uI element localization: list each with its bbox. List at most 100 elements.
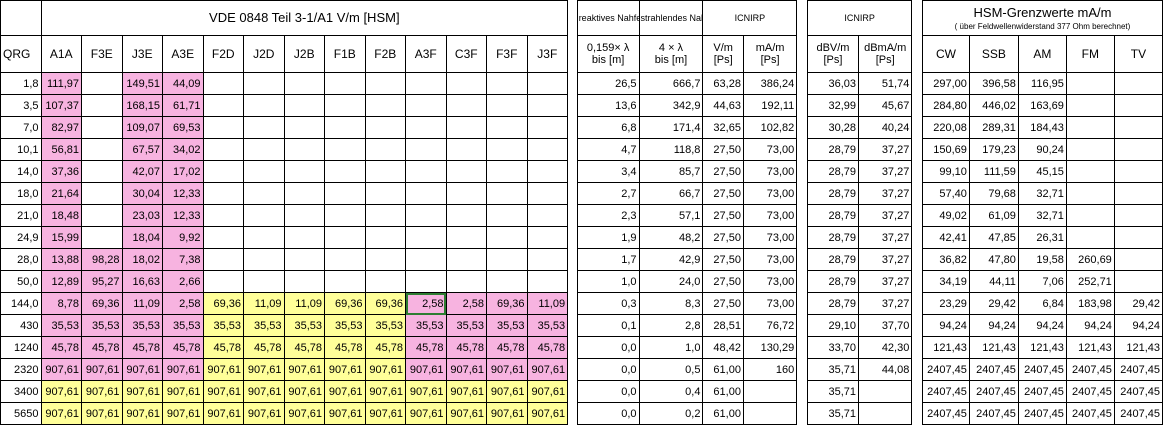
mode-value-cell[interactable]: 45,78: [202, 336, 244, 359]
mode-value-cell[interactable]: [202, 72, 244, 95]
icnirp-vm-cell[interactable]: 27,50: [702, 138, 744, 161]
icnirp-dbmam-cell[interactable]: [858, 402, 913, 425]
mode-value-cell[interactable]: [243, 116, 285, 139]
mode-value-cell[interactable]: 13,88: [40, 248, 82, 271]
mode-value-cell[interactable]: 907,61: [405, 402, 447, 425]
hsm-value-cell[interactable]: 34,19: [922, 270, 970, 293]
qrg-cell[interactable]: 18,0: [0, 182, 42, 205]
mode-value-cell[interactable]: [243, 248, 285, 271]
mode-value-cell[interactable]: 9,92: [162, 226, 204, 249]
icnirp-dbmam-cell[interactable]: 37,27: [858, 226, 913, 249]
hsm-value-cell[interactable]: 2407,45: [1065, 402, 1115, 425]
mode-value-cell[interactable]: [526, 94, 569, 117]
qrg-cell[interactable]: 14,0: [0, 160, 42, 183]
icnirp-vm-cell[interactable]: 27,50: [702, 292, 744, 315]
strahlend-cell[interactable]: 42,9: [638, 248, 704, 271]
mode-value-cell[interactable]: [445, 138, 487, 161]
icnirp-dbmam-cell[interactable]: 40,24: [858, 116, 913, 139]
mode-value-cell[interactable]: 907,61: [243, 358, 285, 381]
qrg-cell[interactable]: 50,0: [0, 270, 42, 293]
strahlend-cell[interactable]: 48,2: [638, 226, 704, 249]
hsm-value-cell[interactable]: 2407,45: [1017, 402, 1067, 425]
mode-value-cell[interactable]: 34,02: [162, 138, 204, 161]
mode-value-cell[interactable]: [364, 204, 406, 227]
mode-value-cell[interactable]: [81, 116, 123, 139]
mode-value-cell[interactable]: 98,28: [81, 248, 123, 271]
hsm-value-cell[interactable]: 2407,45: [1017, 380, 1067, 403]
hsm-value-cell[interactable]: 297,00: [922, 72, 970, 95]
mode-value-cell[interactable]: 11,09: [283, 292, 325, 315]
icnirp-dbvm-cell[interactable]: 28,79: [806, 248, 860, 271]
strahlend-cell[interactable]: 1,0: [638, 336, 704, 359]
mode-value-cell[interactable]: 907,61: [526, 380, 569, 403]
mode-value-cell[interactable]: 44,09: [162, 72, 204, 95]
icnirp-dbmam-cell[interactable]: 37,27: [858, 160, 913, 183]
mode-value-cell[interactable]: 12,33: [162, 182, 204, 205]
strahlend-cell[interactable]: 171,4: [638, 116, 704, 139]
hsm-value-cell[interactable]: 90,24: [1017, 138, 1067, 161]
reaktiv-cell[interactable]: 4,7: [576, 138, 640, 161]
icnirp-dbvm-cell[interactable]: 35,71: [806, 402, 860, 425]
mode-value-cell[interactable]: [364, 138, 406, 161]
mode-value-cell[interactable]: [283, 204, 325, 227]
hsm-value-cell[interactable]: 2407,45: [922, 380, 970, 403]
icnirp-vm-cell[interactable]: 32,65: [702, 116, 744, 139]
mode-value-cell[interactable]: 7,38: [162, 248, 204, 271]
mode-value-cell[interactable]: [405, 270, 447, 293]
mode-value-cell[interactable]: 45,78: [445, 336, 487, 359]
mode-value-cell[interactable]: [526, 138, 569, 161]
icnirp-dbvm-cell[interactable]: 35,71: [806, 358, 860, 381]
icnirp-dbvm-cell[interactable]: 30,28: [806, 116, 860, 139]
qrg-cell[interactable]: 144,0: [0, 292, 42, 315]
mode-value-cell[interactable]: 2,58: [405, 292, 447, 315]
icnirp-dbmam-cell[interactable]: 37,27: [858, 138, 913, 161]
hsm-value-cell[interactable]: 150,69: [922, 138, 970, 161]
reaktiv-cell[interactable]: 6,8: [576, 116, 640, 139]
icnirp-dbmam-cell[interactable]: [858, 380, 913, 403]
mode-value-cell[interactable]: [526, 116, 569, 139]
mode-value-cell[interactable]: [486, 116, 528, 139]
qrg-cell[interactable]: 24,9: [0, 226, 42, 249]
mode-value-cell[interactable]: 82,97: [40, 116, 82, 139]
mode-value-cell[interactable]: 907,61: [364, 358, 406, 381]
mode-value-cell[interactable]: [81, 72, 123, 95]
hsm-value-cell[interactable]: [1065, 72, 1115, 95]
reaktiv-cell[interactable]: 26,5: [576, 72, 640, 95]
mode-value-cell[interactable]: 35,53: [202, 314, 244, 337]
icnirp-vm-cell[interactable]: 61,00: [702, 380, 744, 403]
hsm-value-cell[interactable]: 94,24: [968, 314, 1019, 337]
mode-value-cell[interactable]: 61,71: [162, 94, 204, 117]
mode-value-cell[interactable]: [243, 270, 285, 293]
icnirp-dbvm-cell[interactable]: 28,79: [806, 182, 860, 205]
icnirp-dbmam-cell[interactable]: 37,27: [858, 292, 913, 315]
icnirp-mam-cell[interactable]: [742, 402, 798, 425]
icnirp-dbmam-cell[interactable]: 42,30: [858, 336, 913, 359]
mode-value-cell[interactable]: 907,61: [405, 358, 447, 381]
hsm-value-cell[interactable]: 260,69: [1065, 248, 1115, 271]
icnirp-mam-cell[interactable]: 73,00: [742, 204, 798, 227]
hsm-value-cell[interactable]: 57,40: [922, 182, 970, 205]
mode-value-cell[interactable]: 907,61: [81, 402, 123, 425]
icnirp-mam-cell[interactable]: 76,72: [742, 314, 798, 337]
mode-value-cell[interactable]: 907,61: [40, 402, 82, 425]
mode-value-cell[interactable]: [445, 116, 487, 139]
mode-value-cell[interactable]: [486, 72, 528, 95]
mode-value-cell[interactable]: [283, 116, 325, 139]
mode-value-cell[interactable]: 907,61: [121, 380, 163, 403]
mode-value-cell[interactable]: 907,61: [121, 358, 163, 381]
mode-value-cell[interactable]: [526, 160, 569, 183]
mode-value-cell[interactable]: [283, 226, 325, 249]
mode-value-cell[interactable]: 35,53: [162, 314, 204, 337]
hsm-value-cell[interactable]: 2407,45: [1065, 358, 1115, 381]
icnirp-vm-cell[interactable]: 27,50: [702, 248, 744, 271]
mode-value-cell[interactable]: 907,61: [202, 358, 244, 381]
qrg-cell[interactable]: 7,0: [0, 116, 42, 139]
mode-value-cell[interactable]: [405, 116, 447, 139]
icnirp-mam-cell[interactable]: 73,00: [742, 292, 798, 315]
hsm-value-cell[interactable]: [1065, 204, 1115, 227]
mode-value-cell[interactable]: 45,78: [81, 336, 123, 359]
icnirp-vm-cell[interactable]: 27,50: [702, 204, 744, 227]
mode-value-cell[interactable]: 69,36: [202, 292, 244, 315]
hsm-value-cell[interactable]: 121,43: [1017, 336, 1067, 359]
mode-value-cell[interactable]: [283, 138, 325, 161]
